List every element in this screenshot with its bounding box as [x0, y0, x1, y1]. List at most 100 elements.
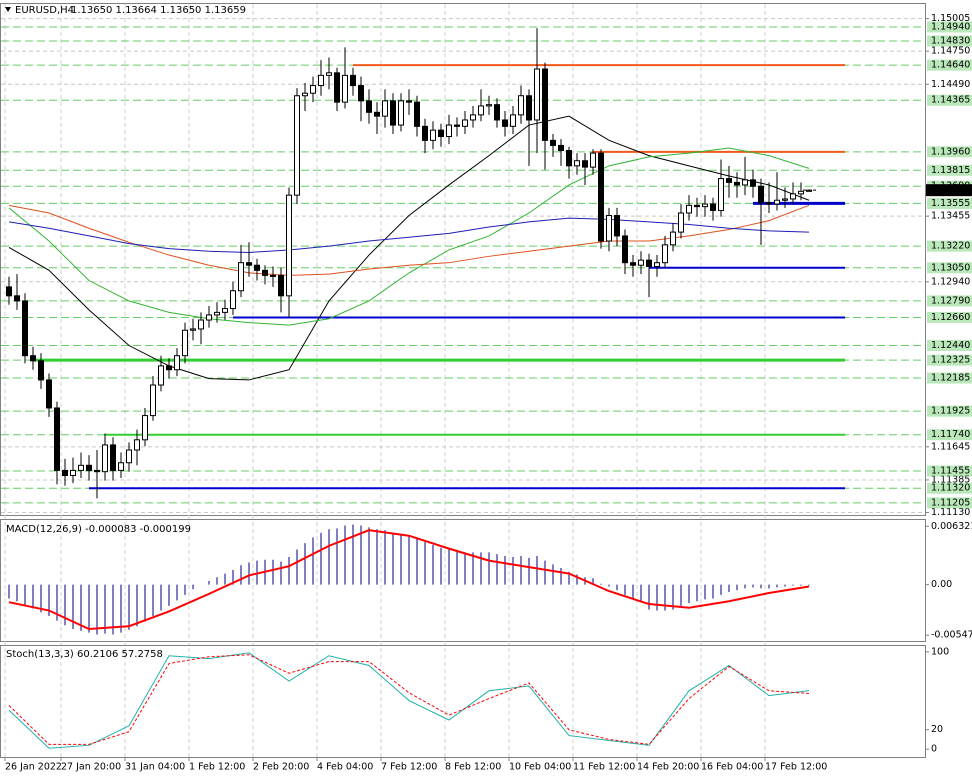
- candle-body: [310, 85, 316, 94]
- stoch-panel-frame: [0, 645, 926, 758]
- candle-body: [662, 244, 668, 264]
- y-tick-label: 1.15005: [931, 13, 970, 24]
- candle-body: [342, 74, 348, 103]
- candle-body: [638, 259, 644, 266]
- y-tick-label: 1.11385: [931, 474, 970, 485]
- symbol-title: EURUSD,H4: [15, 5, 74, 16]
- y-tick-label: 1.11645: [931, 441, 970, 452]
- candle-body: [526, 95, 532, 121]
- candle-body: [30, 355, 36, 362]
- candle-body: [518, 95, 524, 116]
- level-label: 1.12440: [931, 340, 970, 351]
- candle-body: [150, 384, 156, 417]
- x-tick-label: 1 Feb 12:00: [189, 762, 245, 773]
- text-layer: EURUSD,H4 1.13650 1.13664 1.13650 1.1365…: [5, 5, 972, 773]
- y-tick-label: 1.12940: [931, 276, 970, 287]
- indicator-line: [8, 115, 810, 381]
- level-label: 1.13815: [931, 165, 970, 176]
- candle-body: [534, 68, 540, 121]
- candle-body: [606, 215, 612, 242]
- y-tick-label: 1.14750: [931, 46, 970, 57]
- candle-body: [486, 104, 492, 107]
- candle-body: [94, 469, 100, 473]
- grid-layer: [1, 4, 929, 761]
- level-label: 1.14640: [931, 60, 970, 71]
- candle-body: [166, 365, 172, 371]
- candle-body: [350, 74, 356, 87]
- indicator-line: [8, 652, 810, 749]
- level-label-box: [927, 482, 972, 494]
- candle-body: [678, 212, 684, 233]
- candle-body: [646, 259, 652, 268]
- candle-body: [566, 150, 572, 167]
- candle-body: [790, 193, 796, 200]
- candle-body: [798, 190, 804, 195]
- candle-body: [774, 199, 780, 205]
- candle-body: [446, 124, 452, 138]
- candle-body: [126, 449, 132, 464]
- candle-body: [142, 415, 148, 441]
- candle-body: [542, 68, 548, 141]
- candle-body: [270, 274, 276, 277]
- candle-body: [334, 72, 340, 103]
- x-tick-label: 8 Feb 12:00: [445, 762, 501, 773]
- x-tick-label: 31 Jan 04:00: [125, 762, 185, 773]
- candle-body: [78, 464, 84, 471]
- candle-body: [182, 329, 188, 357]
- y-tick-label: 100: [931, 646, 949, 657]
- candle-body: [470, 114, 476, 121]
- macd-panel-frame: [0, 519, 926, 642]
- candle-body: [246, 262, 252, 266]
- candle-body: [502, 119, 508, 127]
- level-label-box: [927, 311, 972, 323]
- candle-body: [86, 464, 92, 471]
- candle-body: [454, 124, 460, 127]
- candle-body: [614, 215, 620, 237]
- candle-body: [422, 125, 428, 141]
- level-label: 1.14365: [931, 95, 970, 106]
- candle-body: [382, 100, 388, 117]
- level-label-box: [927, 372, 972, 384]
- candle-body: [694, 204, 700, 208]
- candle-body: [286, 194, 292, 297]
- candle-body: [262, 269, 268, 276]
- candle-body: [118, 462, 124, 471]
- candle-body: [46, 379, 52, 409]
- level-label-box: [927, 21, 972, 33]
- candle-body: [494, 104, 500, 121]
- candle-body: [318, 74, 324, 87]
- x-tick-label: 4 Feb 04:00: [317, 762, 373, 773]
- candle-body: [214, 311, 220, 316]
- candle-body: [158, 365, 164, 386]
- level-label-box: [927, 146, 972, 158]
- current-price-label: 1.13659: [931, 185, 970, 196]
- symbol-menu-arrow[interactable]: [5, 7, 11, 12]
- level-label: 1.14940: [931, 21, 970, 32]
- candle-body: [726, 178, 732, 183]
- candle-body: [198, 319, 204, 330]
- candle-body: [782, 198, 788, 201]
- level-label: 1.11455: [931, 466, 970, 477]
- candle-body: [206, 314, 212, 321]
- x-tick-label: 16 Feb 04:00: [701, 762, 763, 773]
- level-label: 1.11925: [931, 406, 970, 417]
- candle-body: [406, 100, 412, 103]
- candle-body: [710, 203, 716, 211]
- candle-body: [590, 152, 596, 168]
- candle-body: [430, 129, 436, 141]
- x-tick-label: 10 Feb 04:00: [509, 762, 571, 773]
- candle-body: [550, 139, 556, 146]
- candle-body: [294, 95, 300, 196]
- candle-body: [134, 439, 140, 451]
- level-label-box: [927, 35, 972, 47]
- candle-body: [70, 469, 76, 476]
- level-label-box: [927, 340, 972, 352]
- candle-body: [438, 129, 444, 138]
- level-label-box: [927, 405, 972, 417]
- x-tick-label: 2 Feb 20:00: [253, 762, 309, 773]
- candle-body: [622, 235, 628, 264]
- candle-body: [102, 444, 108, 473]
- candle-body: [742, 179, 748, 186]
- level-label: 1.14830: [931, 35, 970, 46]
